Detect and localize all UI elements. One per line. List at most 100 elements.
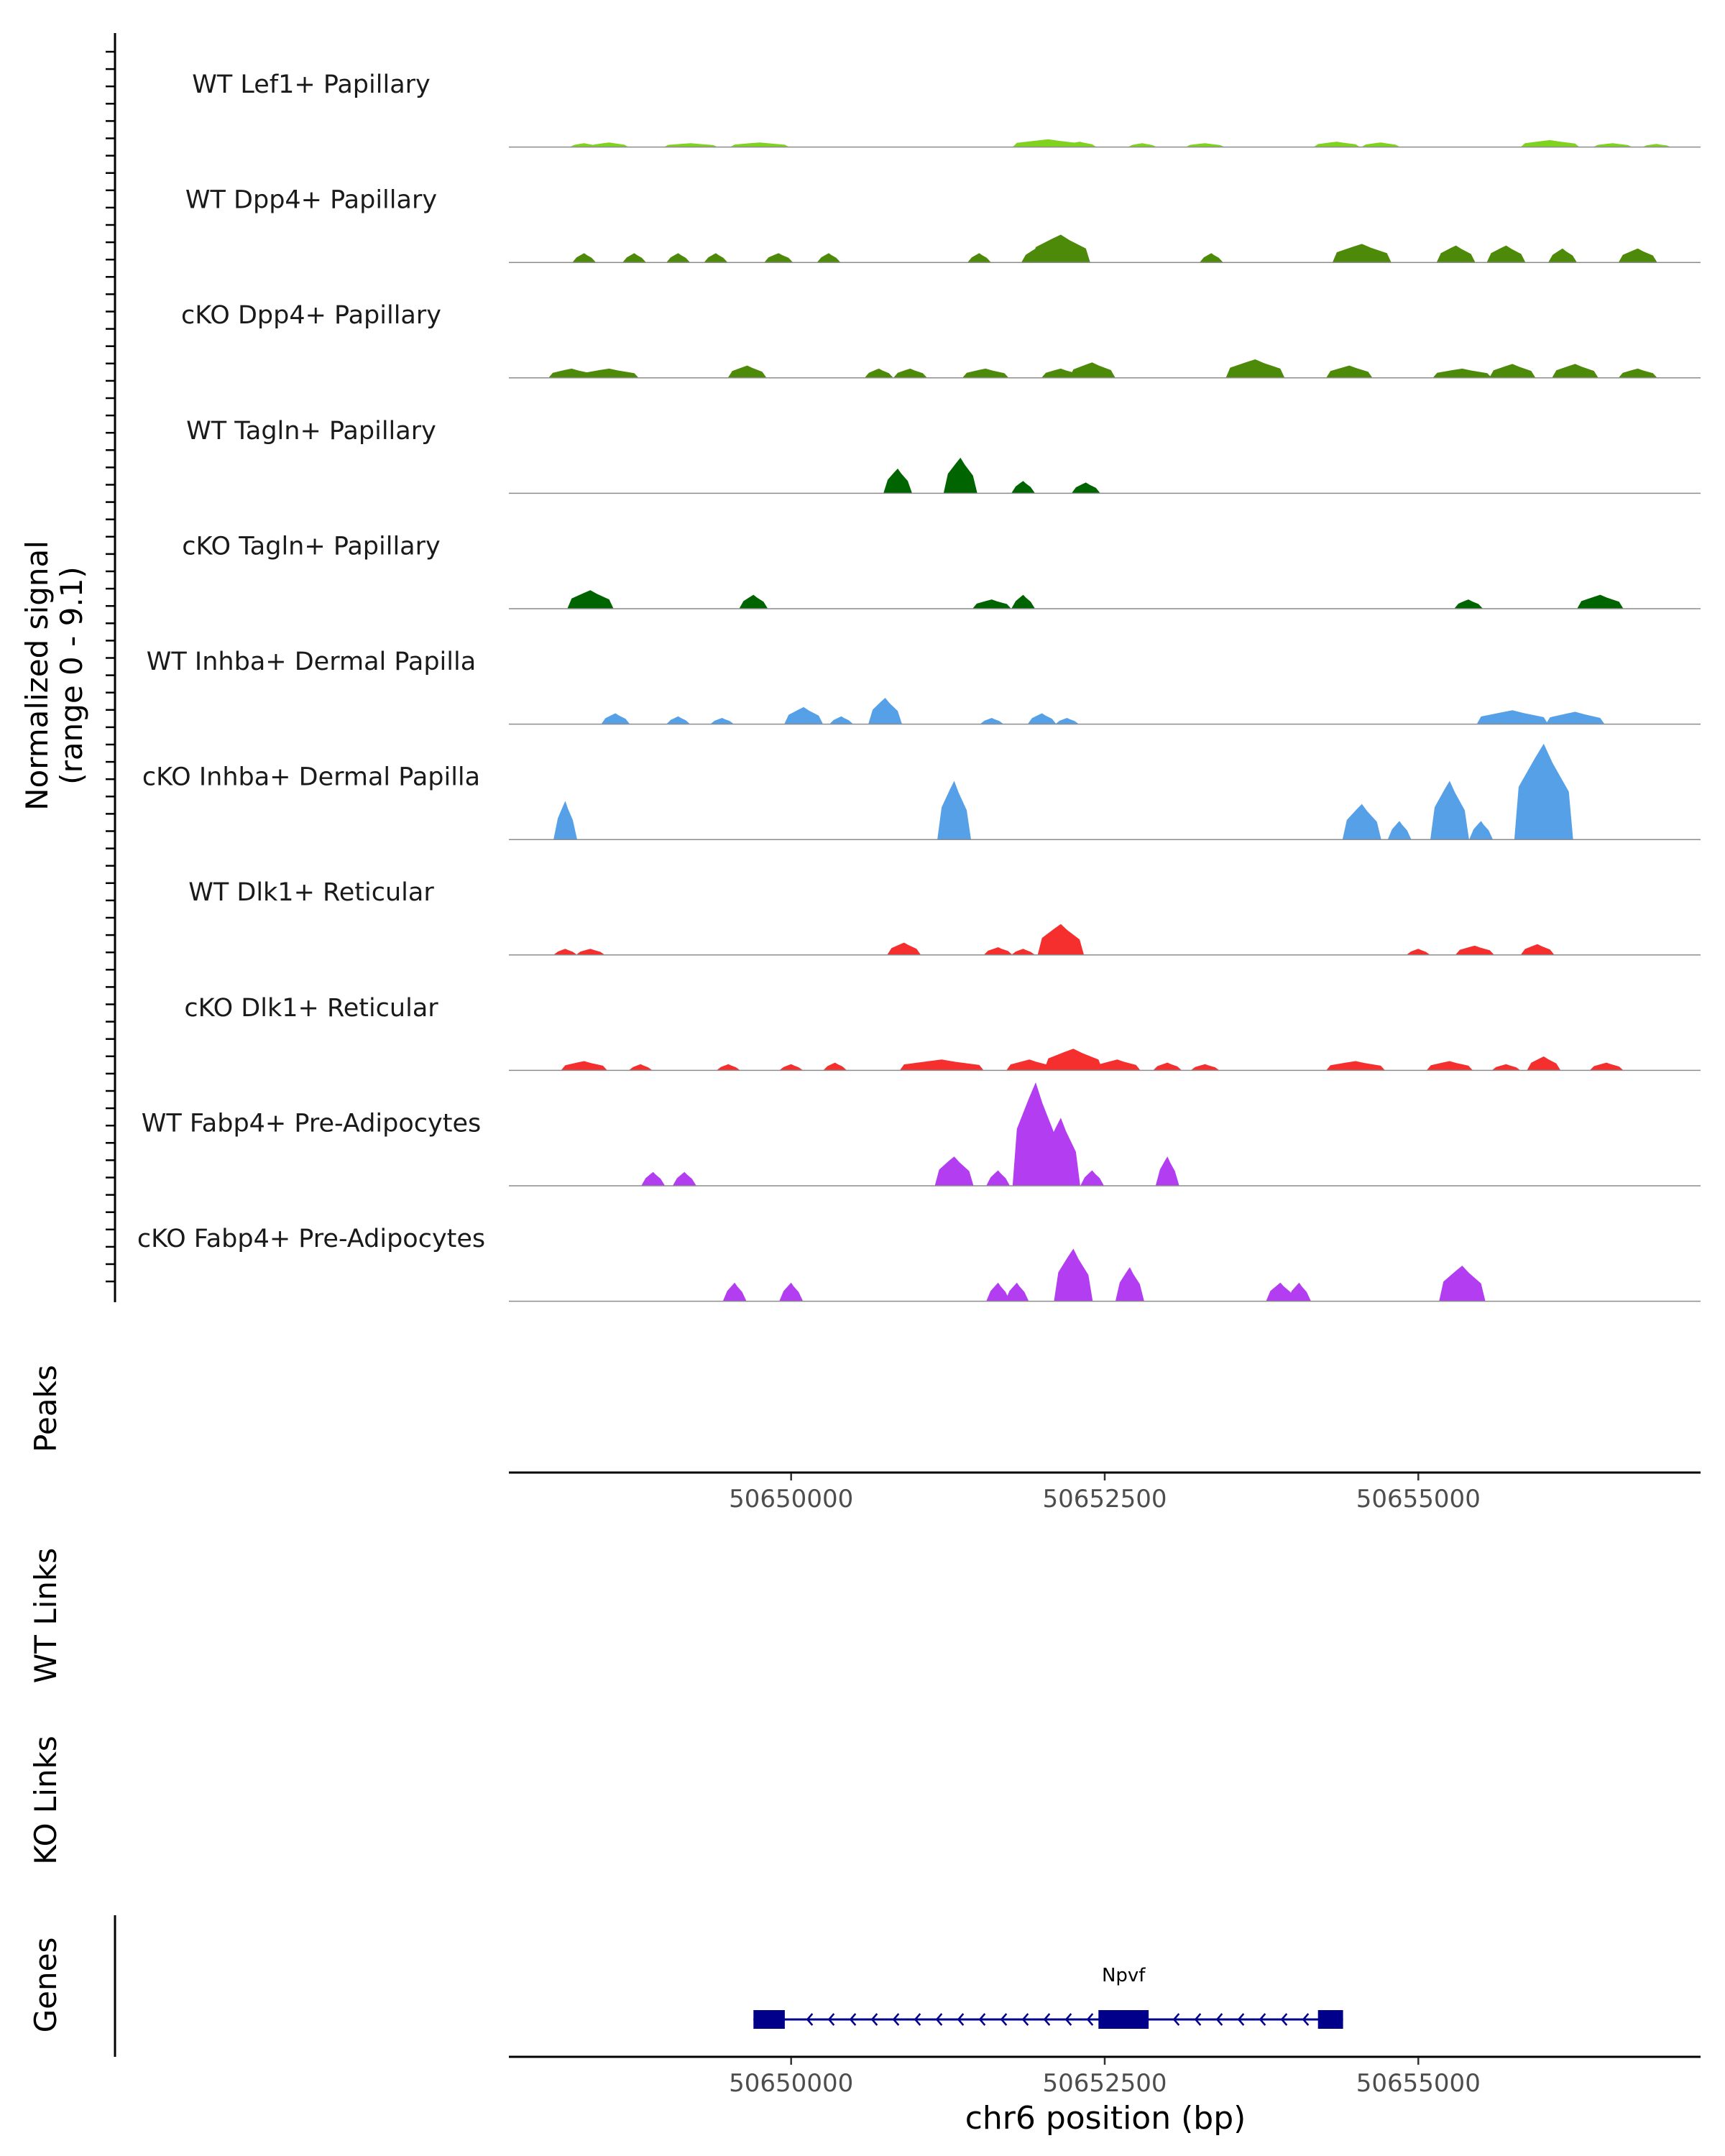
lower-x-axis-ticks: 50650000 50652500 50655000 bbox=[729, 2058, 1481, 2098]
strand-arrow bbox=[1086, 2013, 1094, 2026]
wt-links-track-label: WT Links bbox=[28, 1548, 63, 1683]
coverage-peak bbox=[1006, 1059, 1053, 1071]
x-tick-label: 50650000 bbox=[729, 2069, 853, 2098]
coverage-peak bbox=[972, 599, 1011, 609]
coverage-peak bbox=[1430, 780, 1469, 840]
strand-arrow bbox=[1000, 2013, 1008, 2026]
coverage-peak bbox=[1062, 142, 1097, 147]
strand-arrow bbox=[870, 2013, 878, 2026]
coverage-peak bbox=[1199, 253, 1223, 263]
coverage-track: cKO Dlk1+ Reticular bbox=[184, 994, 1701, 1072]
coverage-peak bbox=[579, 368, 639, 378]
coverage-peak bbox=[899, 1059, 984, 1071]
track-label: cKO Tagln+ Papillary bbox=[182, 532, 441, 561]
coverage-track: WT Inhba+ Dermal Papilla bbox=[147, 648, 1701, 725]
coverage-track: cKO Fabp4+ Pre-Adipocytes bbox=[137, 1225, 1701, 1302]
gene-exon bbox=[753, 2010, 785, 2029]
strand-arrow bbox=[957, 2013, 965, 2026]
strand-arrow bbox=[827, 2013, 835, 2026]
coverage-peak bbox=[1128, 143, 1157, 147]
coverage-peak bbox=[1520, 944, 1555, 955]
coverage-peak bbox=[1005, 1282, 1029, 1302]
strand-arrow bbox=[806, 2013, 814, 2026]
coverage-peak bbox=[1153, 1062, 1182, 1071]
coverage-track: WT Fabp4+ Pre-Adipocytes bbox=[142, 1082, 1701, 1187]
coverage-peak bbox=[1011, 949, 1035, 955]
strand-arrow bbox=[1215, 2013, 1223, 2026]
coverage-peak bbox=[666, 253, 691, 263]
track-label: cKO Inhba+ Dermal Papilla bbox=[142, 763, 480, 792]
coverage-track: cKO Inhba+ Dermal Papilla bbox=[142, 743, 1701, 840]
lower-x-axis: 50650000 50652500 50655000 bbox=[509, 2055, 1701, 2098]
coverage-peak bbox=[704, 253, 728, 263]
x-tick-label: 50652500 bbox=[1042, 2069, 1167, 2098]
coverage-peak bbox=[1577, 594, 1624, 609]
coverage-peak bbox=[601, 713, 630, 724]
coverage-peak bbox=[1469, 821, 1494, 840]
gene-exon bbox=[1317, 2010, 1343, 2029]
coverage-peak bbox=[1266, 1282, 1295, 1302]
coverage-peak bbox=[1225, 359, 1285, 378]
coverage-track: WT Tagln+ Papillary bbox=[186, 417, 1701, 494]
coverage-peak bbox=[641, 1171, 666, 1186]
track-label: cKO Dlk1+ Reticular bbox=[184, 994, 438, 1023]
coverage-peak bbox=[1489, 364, 1536, 378]
coverage-peak bbox=[1326, 365, 1373, 378]
strand-arrow bbox=[1064, 2013, 1072, 2026]
coverage-peak bbox=[727, 365, 767, 378]
coverage-peak bbox=[779, 1282, 804, 1302]
coverage-track: WT Dpp4+ Papillary bbox=[185, 186, 1701, 263]
coverage-peak bbox=[1618, 248, 1657, 263]
track-label: WT Tagln+ Papillary bbox=[186, 417, 436, 446]
coverage-peak bbox=[1069, 362, 1116, 378]
strand-arrow bbox=[935, 2013, 943, 2026]
genes-track-label: Genes bbox=[28, 1938, 63, 2033]
track-label: WT Lef1+ Papillary bbox=[192, 70, 431, 99]
strand-arrow bbox=[849, 2013, 857, 2026]
gene-model-npvf bbox=[753, 2010, 1343, 2029]
coverage-peak bbox=[553, 949, 577, 955]
coverage-peak bbox=[829, 716, 853, 724]
x-tick-label: 50652500 bbox=[1042, 1485, 1167, 1514]
coverage-peak bbox=[1054, 1248, 1093, 1302]
coverage-peak bbox=[1313, 142, 1361, 147]
coverage-peak bbox=[868, 698, 902, 724]
coverage-peak bbox=[823, 1062, 847, 1071]
coverage-peak bbox=[567, 590, 614, 609]
coverage-peak bbox=[1155, 1156, 1179, 1186]
coverage-peak bbox=[722, 1282, 747, 1302]
coverage-peak bbox=[710, 718, 735, 724]
gene-label: Npvf bbox=[1102, 1965, 1146, 1986]
upper-x-axis: 50650000 50652500 50655000 bbox=[509, 1471, 1701, 1514]
ko-links-track-label: KO Links bbox=[28, 1736, 63, 1865]
strand-arrow bbox=[1302, 2013, 1310, 2026]
track-label: cKO Dpp4+ Papillary bbox=[181, 301, 441, 330]
strand-arrow bbox=[1194, 2013, 1202, 2026]
coverage-peak bbox=[779, 1064, 804, 1071]
coverage-peak bbox=[1094, 1059, 1141, 1071]
coverage-track: WT Dlk1+ Reticular bbox=[188, 878, 1701, 956]
coverage-peak bbox=[983, 947, 1013, 955]
strand-arrow bbox=[1237, 2013, 1245, 2026]
coverage-tracks: WT Lef1+ Papillary WT Dpp4+ Papillary cKO … bbox=[137, 70, 1701, 1302]
strand-arrow bbox=[1172, 2013, 1180, 2026]
strand-arrow bbox=[892, 2013, 900, 2026]
coverage-peak bbox=[1115, 1267, 1144, 1302]
track-label: WT Dpp4+ Papillary bbox=[185, 186, 437, 215]
coverage-peak bbox=[986, 1170, 1011, 1186]
x-tick-label: 50650000 bbox=[729, 1485, 853, 1514]
coverage-peak bbox=[1037, 923, 1085, 955]
upper-x-axis-ticks: 50650000 50652500 50655000 bbox=[729, 1473, 1481, 1514]
strand-arrow bbox=[914, 2013, 921, 2026]
coverage-track: cKO Tagln+ Papillary bbox=[182, 532, 1701, 609]
strand-arrow bbox=[1021, 2013, 1029, 2026]
coverage-peak bbox=[672, 1171, 696, 1186]
coverage-peak bbox=[1642, 144, 1671, 147]
coverage-peak bbox=[1545, 711, 1605, 724]
coverage-peak bbox=[1190, 1064, 1220, 1071]
coverage-peak bbox=[622, 253, 646, 263]
peaks-track-label: Peaks bbox=[28, 1365, 63, 1452]
coverage-peak bbox=[1552, 364, 1598, 378]
coverage-peak bbox=[1432, 368, 1492, 378]
